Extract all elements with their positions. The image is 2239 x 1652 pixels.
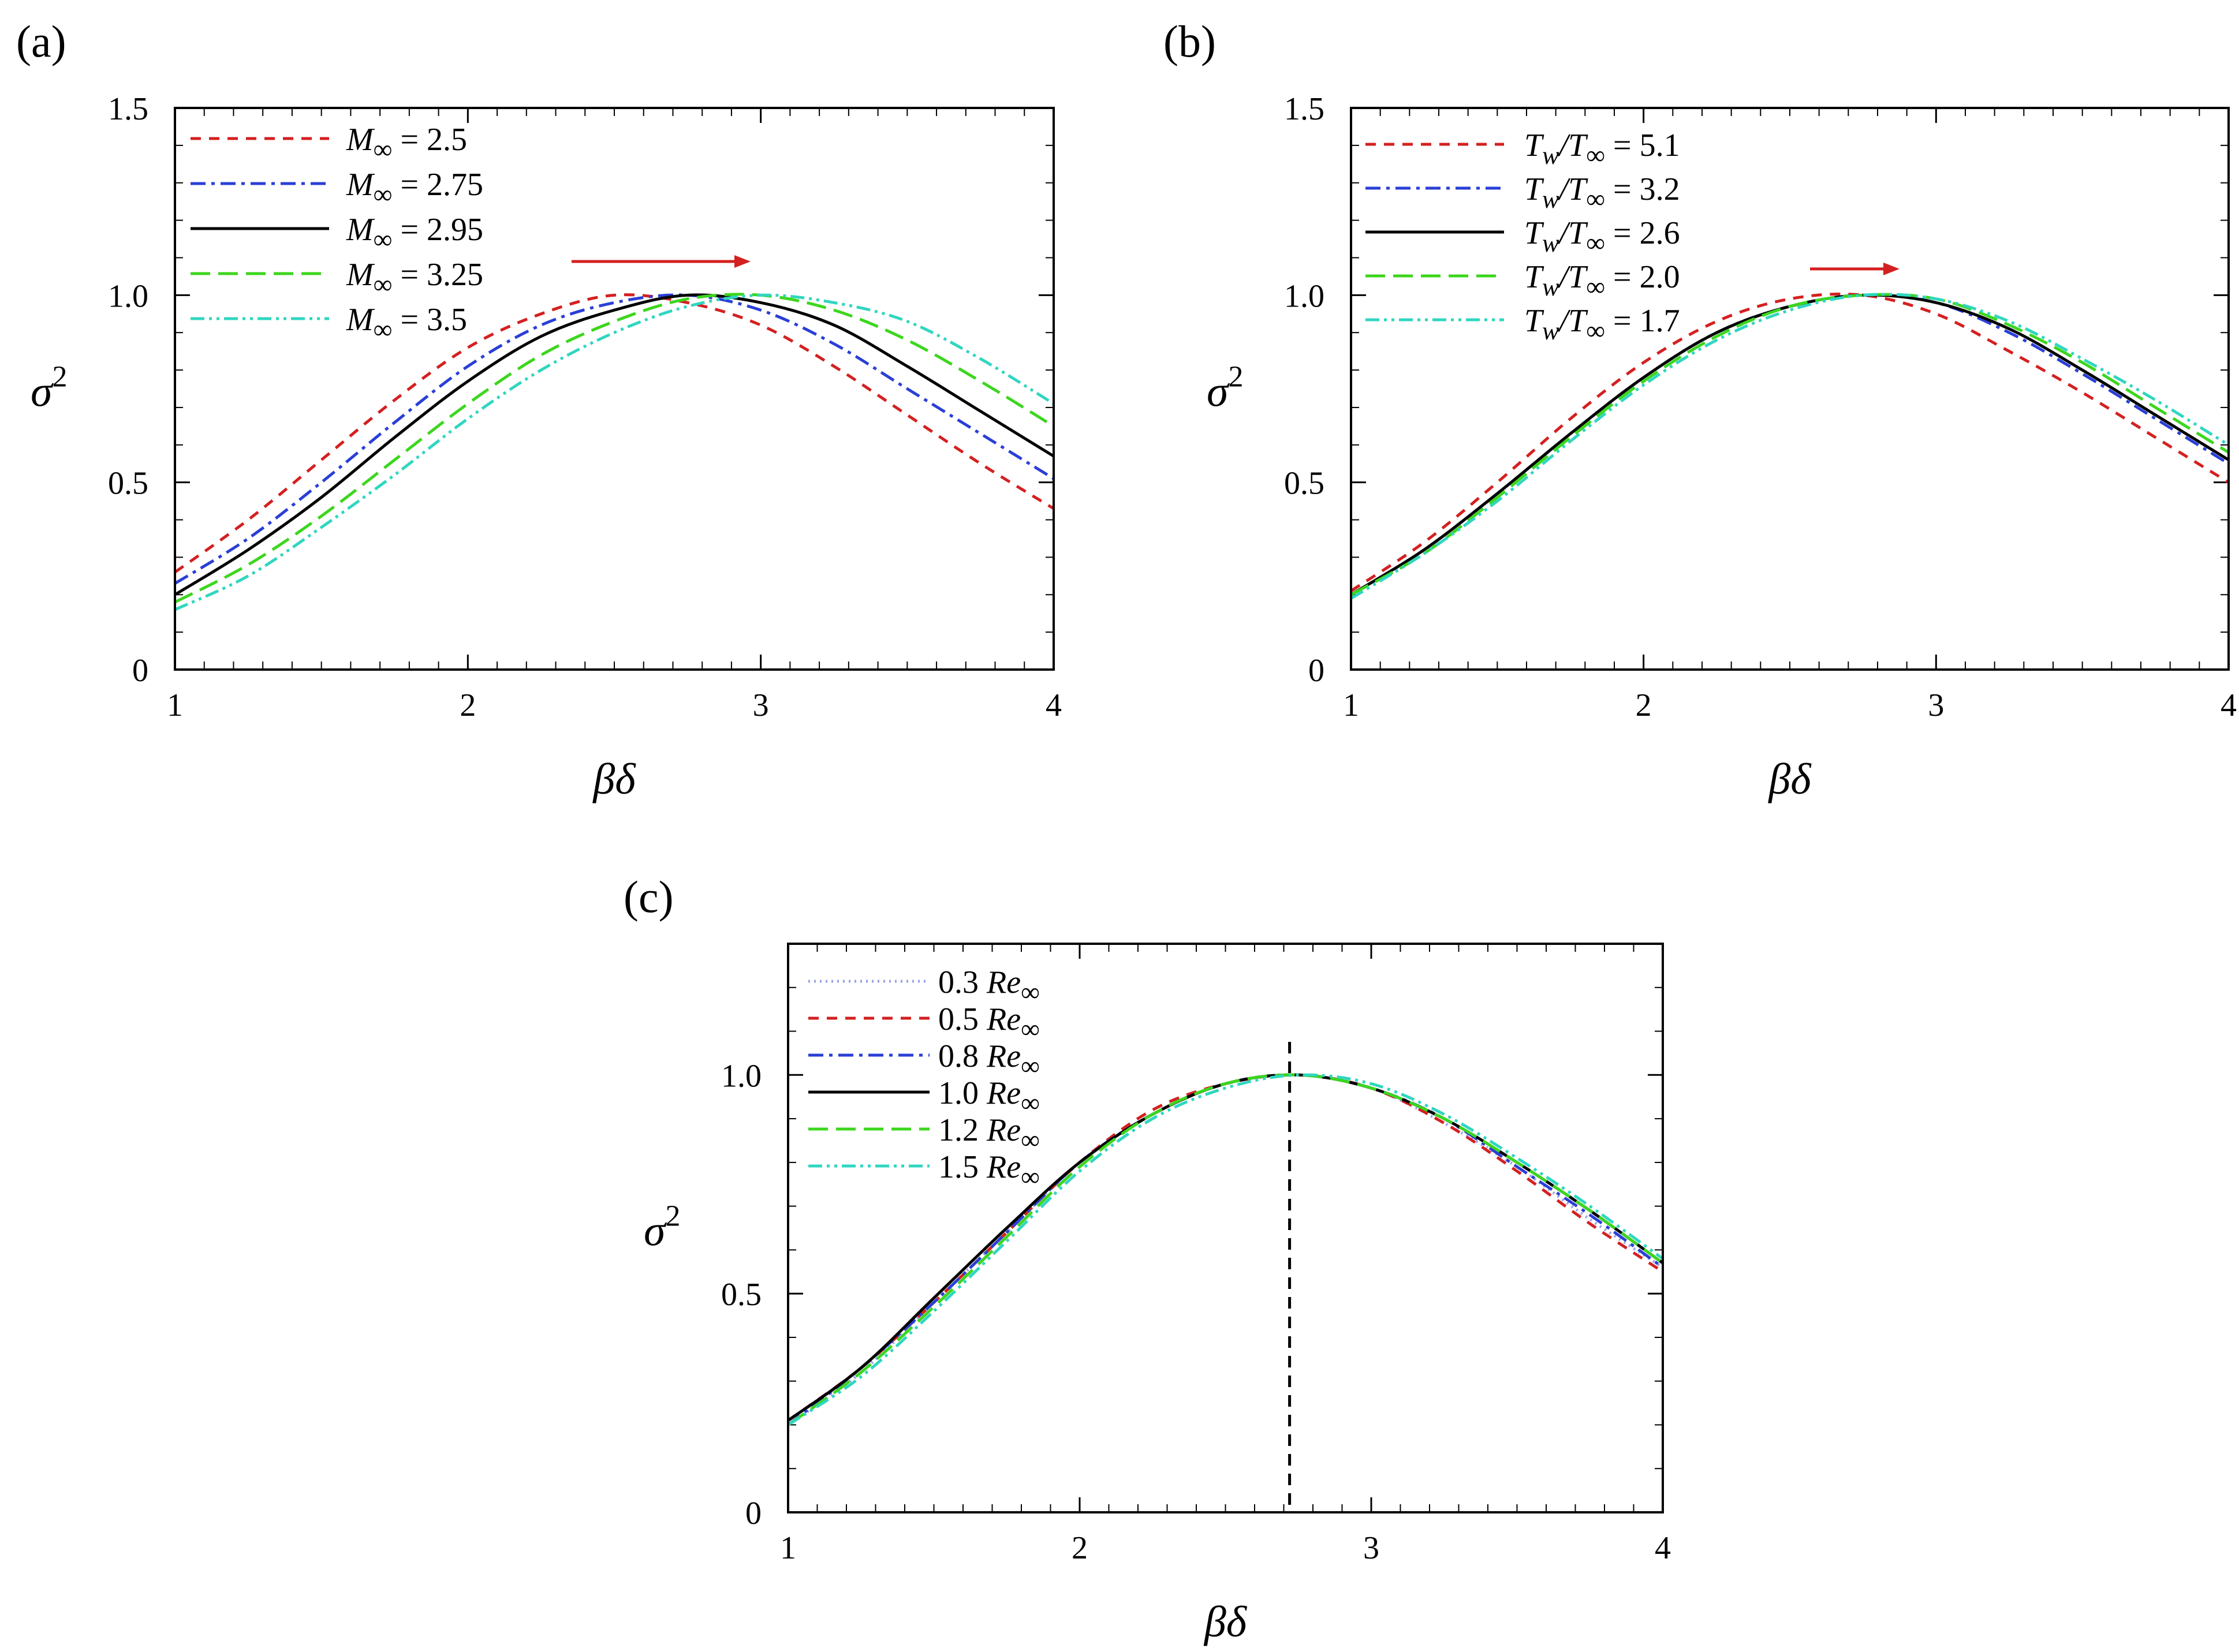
x-tick-label: 3: [753, 687, 769, 723]
x-tick-label: 2: [1072, 1530, 1088, 1566]
minor-ticks: [174, 107, 1054, 670]
x-tick-label: 3: [1928, 687, 1944, 723]
y-tick-label: 0: [132, 653, 148, 689]
x-tick-label: 2: [460, 687, 476, 723]
x-axis-label: βδ: [1203, 1598, 1248, 1646]
series-line: [1351, 293, 2229, 596]
y-tick-label: 1.0: [1284, 278, 1324, 314]
y-tick-label: 0.5: [1284, 466, 1324, 502]
series-line: [1351, 293, 2229, 596]
series-line: [788, 1073, 1663, 1422]
x-axis-label: βδ: [592, 755, 636, 803]
x-tick-label: 3: [1363, 1530, 1379, 1566]
panel-label: (a): [16, 16, 66, 66]
legend-entry: 0.5 Re∞: [938, 1001, 1040, 1044]
legend-entry: M∞ = 3.5: [346, 302, 467, 344]
x-axis-label: βδ: [1767, 755, 1812, 803]
legend-entry: M∞ = 2.95: [346, 212, 483, 254]
series-line: [1351, 293, 2229, 596]
legend-entry: M∞ = 2.75: [346, 167, 483, 209]
y-tick-label: 1.5: [108, 91, 148, 127]
x-tick-label: 1: [1343, 687, 1359, 723]
series-line: [788, 1073, 1663, 1426]
series-line: [1351, 292, 2229, 592]
series-line: [788, 1073, 1663, 1426]
x-tick-label: 1: [167, 687, 183, 723]
plot-frame: [787, 943, 1664, 1513]
series-line: [175, 293, 1054, 604]
y-tick-label: 0: [1308, 653, 1324, 689]
legend: Tw/T∞ = 5.1Tw/T∞ = 3.2Tw/T∞ = 2.6Tw/T∞ =…: [1365, 128, 1680, 345]
panel-label: (b): [1163, 16, 1216, 66]
legend-entry: Tw/T∞ = 5.1: [1524, 128, 1680, 170]
y-axis-label: σ2: [644, 1200, 680, 1255]
plot-frame: [174, 107, 1055, 671]
y-tick-label: 0: [745, 1496, 762, 1531]
series-line: [175, 293, 1054, 596]
series-line: [788, 1073, 1663, 1422]
y-axis-label: σ2: [31, 361, 67, 416]
y-tick-label: 1.5: [1284, 91, 1324, 127]
legend-entry: 1.0 Re∞: [938, 1075, 1040, 1117]
minor-ticks: [1350, 107, 2229, 670]
shift-arrow: [572, 255, 751, 268]
y-tick-label: 1.0: [721, 1058, 762, 1094]
legend-entry: Tw/T∞ = 1.7: [1524, 303, 1680, 345]
plot-frame: [1350, 107, 2230, 671]
legend: 0.3 Re∞0.5 Re∞0.8 Re∞1.0 Re∞1.2 Re∞1.5 R…: [808, 965, 1040, 1191]
series-line: [175, 293, 1054, 574]
shift-arrow: [1810, 262, 1900, 275]
legend-entry: 0.8 Re∞: [938, 1038, 1040, 1081]
series-line: [788, 1073, 1663, 1426]
legend-entry: Tw/T∞ = 3.2: [1524, 171, 1680, 214]
legend-entry: M∞ = 2.5: [346, 122, 467, 164]
x-tick-label: 1: [780, 1530, 796, 1566]
panel-label: (c): [624, 872, 674, 922]
legend-entry: Tw/T∞ = 2.0: [1524, 259, 1680, 301]
x-tick-label: 4: [1655, 1530, 1671, 1566]
x-tick-label: 4: [1046, 687, 1062, 723]
legend-entry: Tw/T∞ = 2.6: [1524, 215, 1680, 257]
legend-entry: M∞ = 3.25: [346, 257, 483, 299]
series-line: [1351, 293, 2229, 600]
legend-entry: 1.5 Re∞: [938, 1149, 1040, 1191]
series-line: [175, 293, 1054, 611]
y-axis-label: σ2: [1207, 361, 1243, 416]
y-tick-label: 1.0: [108, 278, 148, 314]
legend: M∞ = 2.5M∞ = 2.75M∞ = 2.95M∞ = 3.25M∞ = …: [191, 122, 483, 344]
series-line: [175, 293, 1054, 585]
x-tick-label: 4: [2221, 687, 2237, 723]
minor-ticks: [788, 943, 1663, 1513]
legend-entry: 1.2 Re∞: [938, 1112, 1040, 1154]
x-tick-label: 2: [1636, 687, 1652, 723]
y-tick-label: 0.5: [108, 466, 148, 502]
legend-entry: 0.3 Re∞: [938, 965, 1040, 1007]
series-line: [788, 1073, 1663, 1426]
y-tick-label: 0.5: [721, 1277, 762, 1313]
